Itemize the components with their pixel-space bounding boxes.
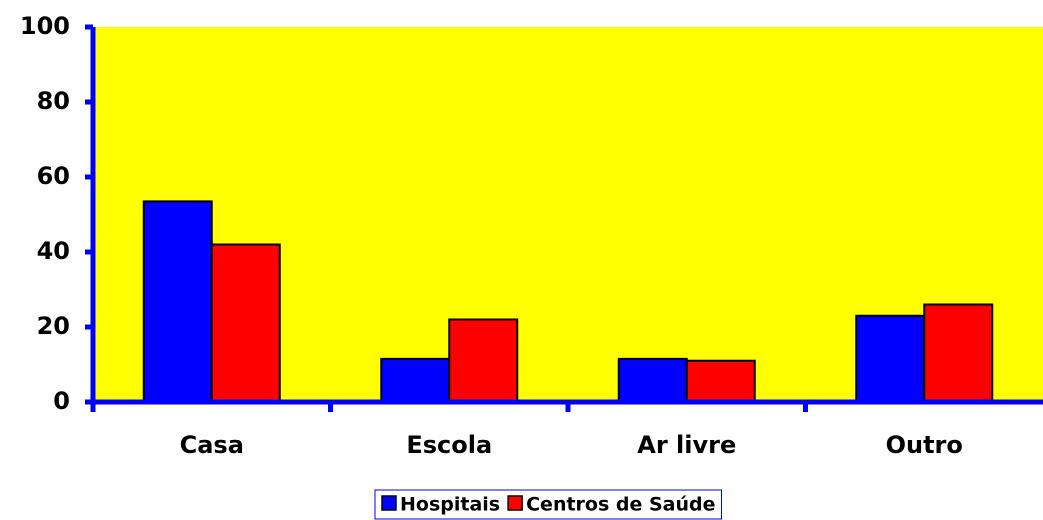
x-tick-label: Escola <box>406 431 492 459</box>
legend-swatch <box>507 495 523 511</box>
bar <box>855 314 926 403</box>
y-tick-label: 80 <box>37 87 70 115</box>
y-tick-label: 20 <box>37 312 70 340</box>
y-tick-label: 100 <box>20 12 70 40</box>
y-tick-label: 40 <box>37 237 70 265</box>
bar <box>923 303 994 403</box>
legend: Hospitais Centros de Saúde <box>374 489 723 520</box>
legend-swatch <box>381 495 397 511</box>
legend-label: Hospitais <box>400 494 500 516</box>
bar <box>380 357 451 403</box>
bar <box>685 359 756 403</box>
legend-box <box>374 489 723 520</box>
x-tick-label: Ar livre <box>637 431 736 459</box>
y-tick-label: 0 <box>53 387 70 415</box>
bar <box>142 200 213 403</box>
x-tick-label: Casa <box>180 431 244 459</box>
x-tick-label: Outro <box>886 431 963 459</box>
y-tick-label: 60 <box>37 162 70 190</box>
bar <box>617 357 688 403</box>
bar <box>448 318 519 403</box>
legend-label: Centros de Saúde <box>526 494 715 516</box>
bar <box>210 243 281 403</box>
